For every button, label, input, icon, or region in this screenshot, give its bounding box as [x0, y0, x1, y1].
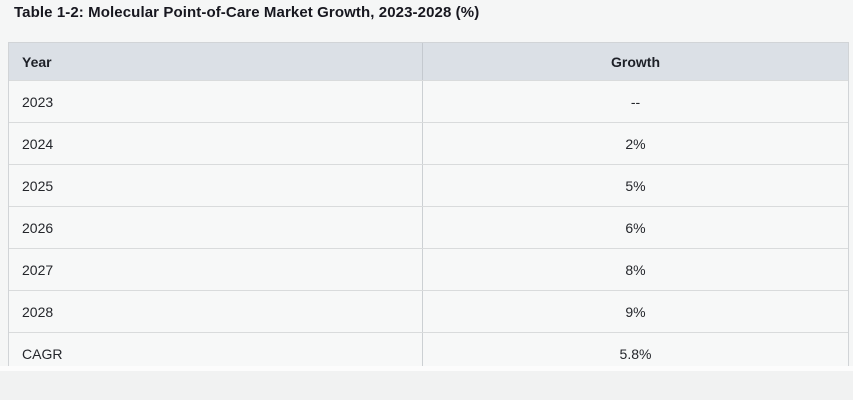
year-cell: 2027 — [9, 249, 423, 290]
year-cell: 2023 — [9, 81, 423, 122]
document-page: Table 1-2: Molecular Point-of-Care Marke… — [0, 4, 853, 400]
year-cell: 2025 — [9, 165, 423, 206]
header-cell-growth: Growth — [611, 53, 660, 70]
growth-cell: -- — [630, 93, 641, 110]
table-row: 2026 6% — [9, 206, 848, 248]
market-growth-table: Year Growth 2023 -- 2024 2% 2025 5% 2026… — [8, 42, 849, 375]
year-cell: 2026 — [9, 207, 423, 248]
footer-band — [0, 371, 853, 400]
table-row: 2028 9% — [9, 290, 848, 332]
year-cell: CAGR — [9, 333, 423, 374]
table-row: 2027 8% — [9, 248, 848, 290]
growth-cell: 2% — [625, 135, 646, 152]
year-cell: 2024 — [9, 123, 423, 164]
table-bottom-gap — [0, 366, 853, 371]
growth-cell: 6% — [625, 219, 646, 236]
table-header-row: Year Growth — [9, 43, 848, 80]
table-row: 2024 2% — [9, 122, 848, 164]
table-row: 2025 5% — [9, 164, 848, 206]
growth-cell: 8% — [625, 261, 646, 278]
table-row: 2023 -- — [9, 80, 848, 122]
growth-cell: 5.8% — [619, 345, 652, 362]
growth-cell: 9% — [625, 303, 646, 320]
header-cell-year: Year — [9, 43, 423, 80]
growth-cell: 5% — [625, 177, 646, 194]
table-title: Table 1-2: Molecular Point-of-Care Marke… — [14, 4, 480, 21]
year-cell: 2028 — [9, 291, 423, 332]
